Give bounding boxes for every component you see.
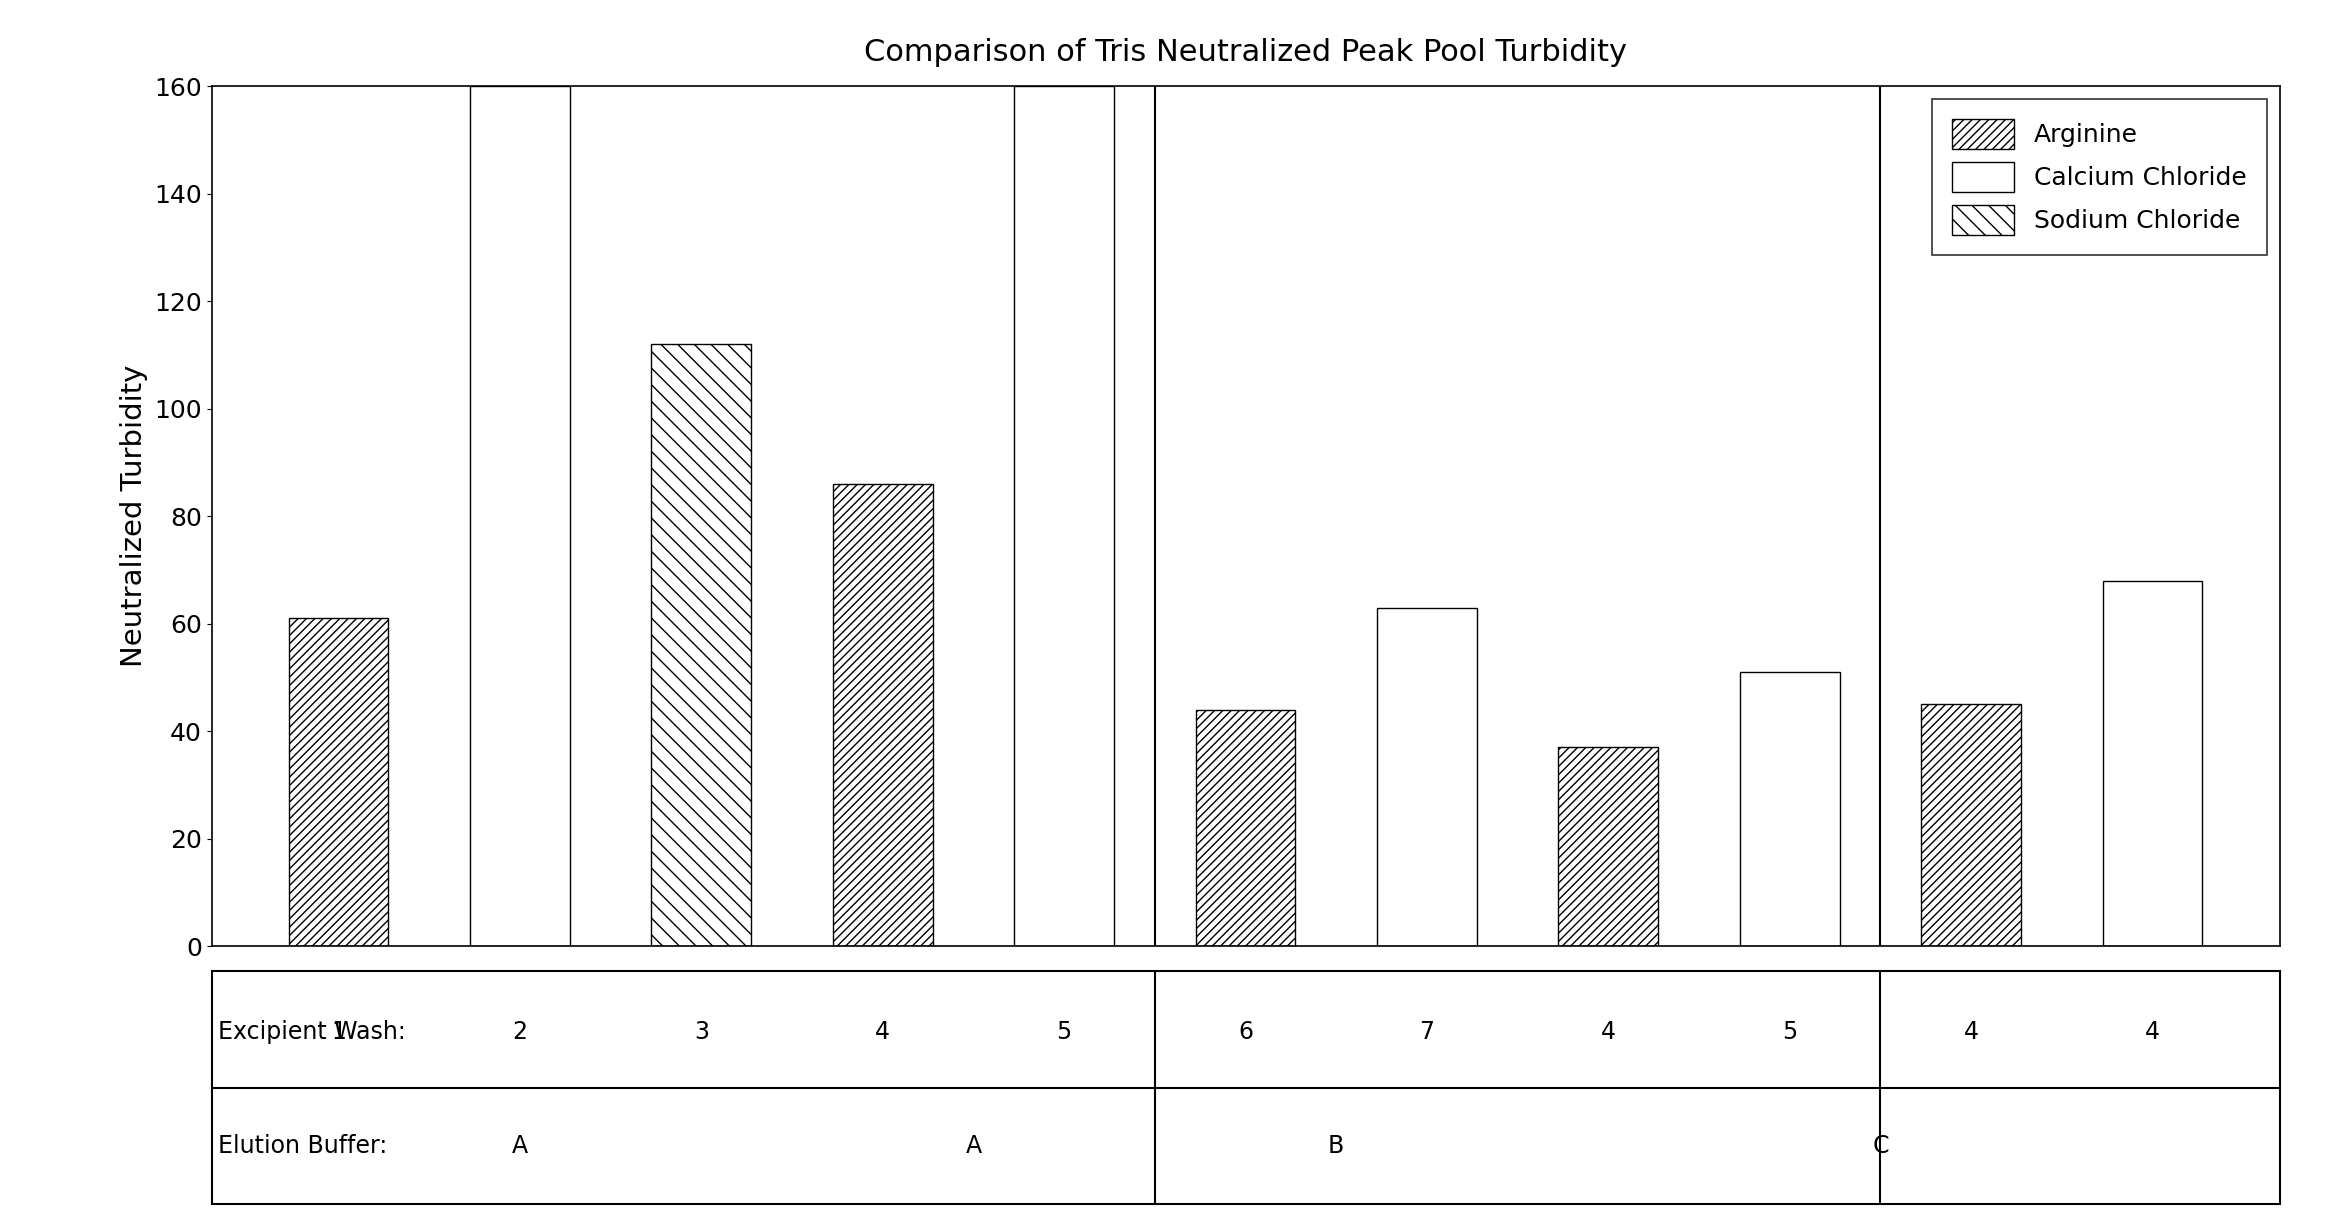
- Text: C: C: [1873, 1134, 1889, 1158]
- Text: 4: 4: [1600, 1020, 1617, 1043]
- Bar: [1558, 747, 1659, 946]
- Bar: [289, 618, 388, 946]
- Text: 7: 7: [1419, 1020, 1433, 1043]
- Text: 4: 4: [2146, 1020, 2160, 1043]
- Bar: [1015, 86, 1114, 946]
- Text: 4: 4: [1965, 1020, 1979, 1043]
- Title: Comparison of Tris Neutralized Peak Pool Turbidity: Comparison of Tris Neutralized Peak Pool…: [865, 38, 1626, 68]
- Text: 6: 6: [1238, 1020, 1253, 1043]
- Text: 3: 3: [693, 1020, 710, 1043]
- Bar: [651, 344, 752, 946]
- Bar: [1196, 709, 1295, 946]
- Bar: [470, 86, 569, 946]
- Bar: [832, 484, 933, 946]
- Text: 5: 5: [1058, 1020, 1072, 1043]
- Bar: [1922, 704, 2021, 946]
- Text: 2: 2: [512, 1020, 526, 1043]
- Bar: [1377, 607, 1476, 946]
- Text: A: A: [512, 1134, 529, 1158]
- Bar: [2103, 581, 2202, 946]
- Text: A: A: [966, 1134, 982, 1158]
- Text: Elution Buffer:: Elution Buffer:: [219, 1134, 388, 1158]
- Text: 5: 5: [1781, 1020, 1798, 1043]
- Text: 4: 4: [874, 1020, 891, 1043]
- Bar: [1739, 672, 1840, 946]
- Text: B: B: [1328, 1134, 1344, 1158]
- Legend: Arginine, Calcium Chloride, Sodium Chloride: Arginine, Calcium Chloride, Sodium Chlor…: [1932, 98, 2268, 256]
- Text: Excipient Wash:: Excipient Wash:: [219, 1020, 407, 1043]
- Y-axis label: Neutralized Turbidity: Neutralized Turbidity: [120, 365, 148, 667]
- Text: 1: 1: [331, 1020, 345, 1043]
